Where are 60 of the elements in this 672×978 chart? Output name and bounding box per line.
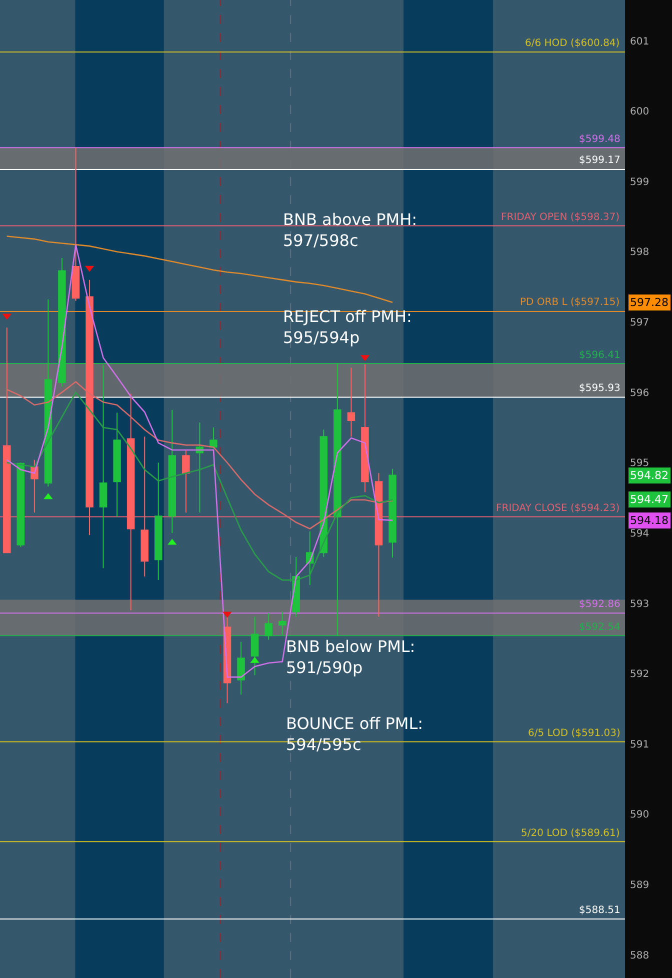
candlestick bbox=[264, 612, 272, 640]
candlestick bbox=[196, 422, 204, 514]
y-tick-label: 600 bbox=[630, 106, 650, 118]
candlestick bbox=[168, 409, 176, 534]
candlestick bbox=[72, 147, 80, 302]
ref-line-label: $595.93 bbox=[579, 383, 620, 394]
candlestick bbox=[347, 367, 356, 438]
y-tick-label: 594 bbox=[630, 528, 650, 540]
candlestick bbox=[58, 258, 66, 388]
candlestick bbox=[154, 462, 162, 581]
y-tick-label: 593 bbox=[630, 598, 650, 610]
candlestick bbox=[16, 462, 25, 548]
annotation: BNB above PMH: 597/598c bbox=[283, 210, 418, 250]
candlestick bbox=[182, 449, 190, 514]
ref-line-label: $599.48 bbox=[579, 134, 620, 145]
y-tick-label: 598 bbox=[630, 247, 650, 258]
candlestick bbox=[237, 641, 245, 696]
ref-line-label: FRIDAY CLOSE ($594.23) bbox=[496, 503, 620, 514]
candlestick bbox=[3, 327, 11, 554]
candlestick bbox=[334, 363, 342, 636]
candlestick bbox=[44, 299, 52, 488]
candlestick bbox=[374, 472, 383, 618]
y-tick-label: 590 bbox=[630, 810, 650, 821]
ref-line-label: $588.51 bbox=[579, 905, 620, 916]
y-tick-label: 596 bbox=[630, 388, 650, 399]
text: 594.47 bbox=[630, 493, 668, 506]
y-tick-label: 589 bbox=[630, 880, 650, 891]
y-tick-label: 595 bbox=[630, 458, 650, 470]
ref-line-label: $592.86 bbox=[579, 599, 620, 610]
candlestick bbox=[99, 364, 108, 569]
candlestick bbox=[388, 468, 396, 558]
candlestick bbox=[278, 611, 286, 636]
y-tick-label: 597 bbox=[630, 318, 650, 329]
candlestick bbox=[250, 616, 259, 676]
ref-line-label: $592.54 bbox=[579, 622, 620, 633]
text: 594.82 bbox=[630, 469, 668, 482]
line-series bbox=[6, 236, 394, 303]
ref-line-label: $596.41 bbox=[579, 350, 620, 361]
ref-line-label: 6/5 LOD ($591.03) bbox=[528, 728, 620, 739]
y-tick-label: 588 bbox=[630, 950, 650, 962]
candlestick bbox=[361, 364, 369, 493]
y-tick-label: 591 bbox=[630, 739, 650, 750]
ref-line-label: 5/20 LOD ($589.61) bbox=[521, 828, 620, 839]
ref-line-label: 6/6 HOD ($600.84) bbox=[525, 38, 620, 49]
text: 597.28 bbox=[630, 296, 668, 309]
text: 594.18 bbox=[630, 514, 668, 527]
candlestick bbox=[113, 412, 121, 518]
ref-line-label: $599.17 bbox=[579, 155, 620, 166]
candlestick bbox=[210, 426, 218, 450]
y-tick-label: 599 bbox=[630, 176, 650, 188]
candlestick bbox=[140, 436, 148, 578]
ref-line-label: PD ORB L ($597.15) bbox=[520, 297, 620, 308]
annotation: REJECT off PMH: 595/594p bbox=[283, 307, 412, 347]
ref-line-label: FRIDAY OPEN ($598.37) bbox=[501, 212, 620, 223]
annotation: BNB below PML: 591/590p bbox=[286, 637, 416, 677]
candlestick bbox=[86, 279, 94, 536]
y-tick-label: 601 bbox=[630, 36, 650, 48]
candlestick bbox=[126, 393, 135, 611]
line-series bbox=[6, 392, 394, 581]
y-tick-label: 592 bbox=[630, 669, 650, 680]
